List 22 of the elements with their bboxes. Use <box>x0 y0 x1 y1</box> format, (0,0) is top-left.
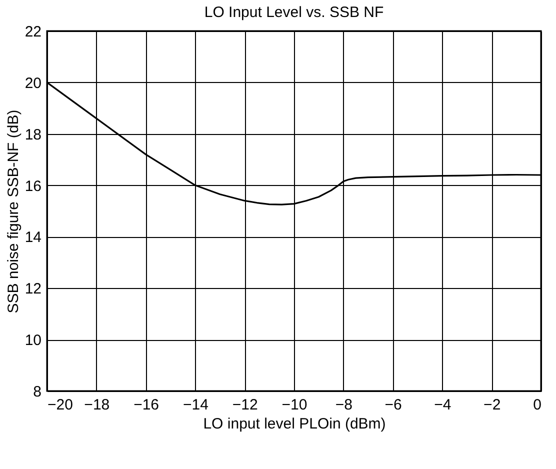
x-tick-label: −4 <box>434 396 452 414</box>
x-tick-label: −10 <box>282 396 308 414</box>
x-tick-label: −18 <box>84 396 110 414</box>
x-tick-label: −12 <box>232 396 258 414</box>
x-tick-label: −20 <box>48 396 73 414</box>
x-tick-label: −2 <box>484 396 501 414</box>
x-tick-label: −14 <box>182 396 208 414</box>
y-tick-label: 20 <box>24 74 42 92</box>
y-tick-label: 16 <box>24 178 42 195</box>
y-tick-label: 18 <box>24 126 42 144</box>
y-axis-title: SSB noise figure SSB-NF (dB) <box>4 110 22 314</box>
chart-title: LO Input Level vs. SSB NF <box>204 4 384 21</box>
x-tick-label: 0 <box>533 396 542 414</box>
y-tick-label: 8 <box>33 384 42 400</box>
x-axis-title: LO input level PLOin (dBm) <box>203 416 386 432</box>
y-tick-label: 12 <box>24 280 42 298</box>
x-tick-label: −6 <box>384 396 402 414</box>
x-tick-label: −8 <box>335 396 352 414</box>
y-tick-label: 14 <box>24 229 42 246</box>
x-tick-label: −16 <box>134 396 160 414</box>
y-tick-label: 22 <box>24 24 42 40</box>
y-tick-label: 10 <box>24 332 42 350</box>
